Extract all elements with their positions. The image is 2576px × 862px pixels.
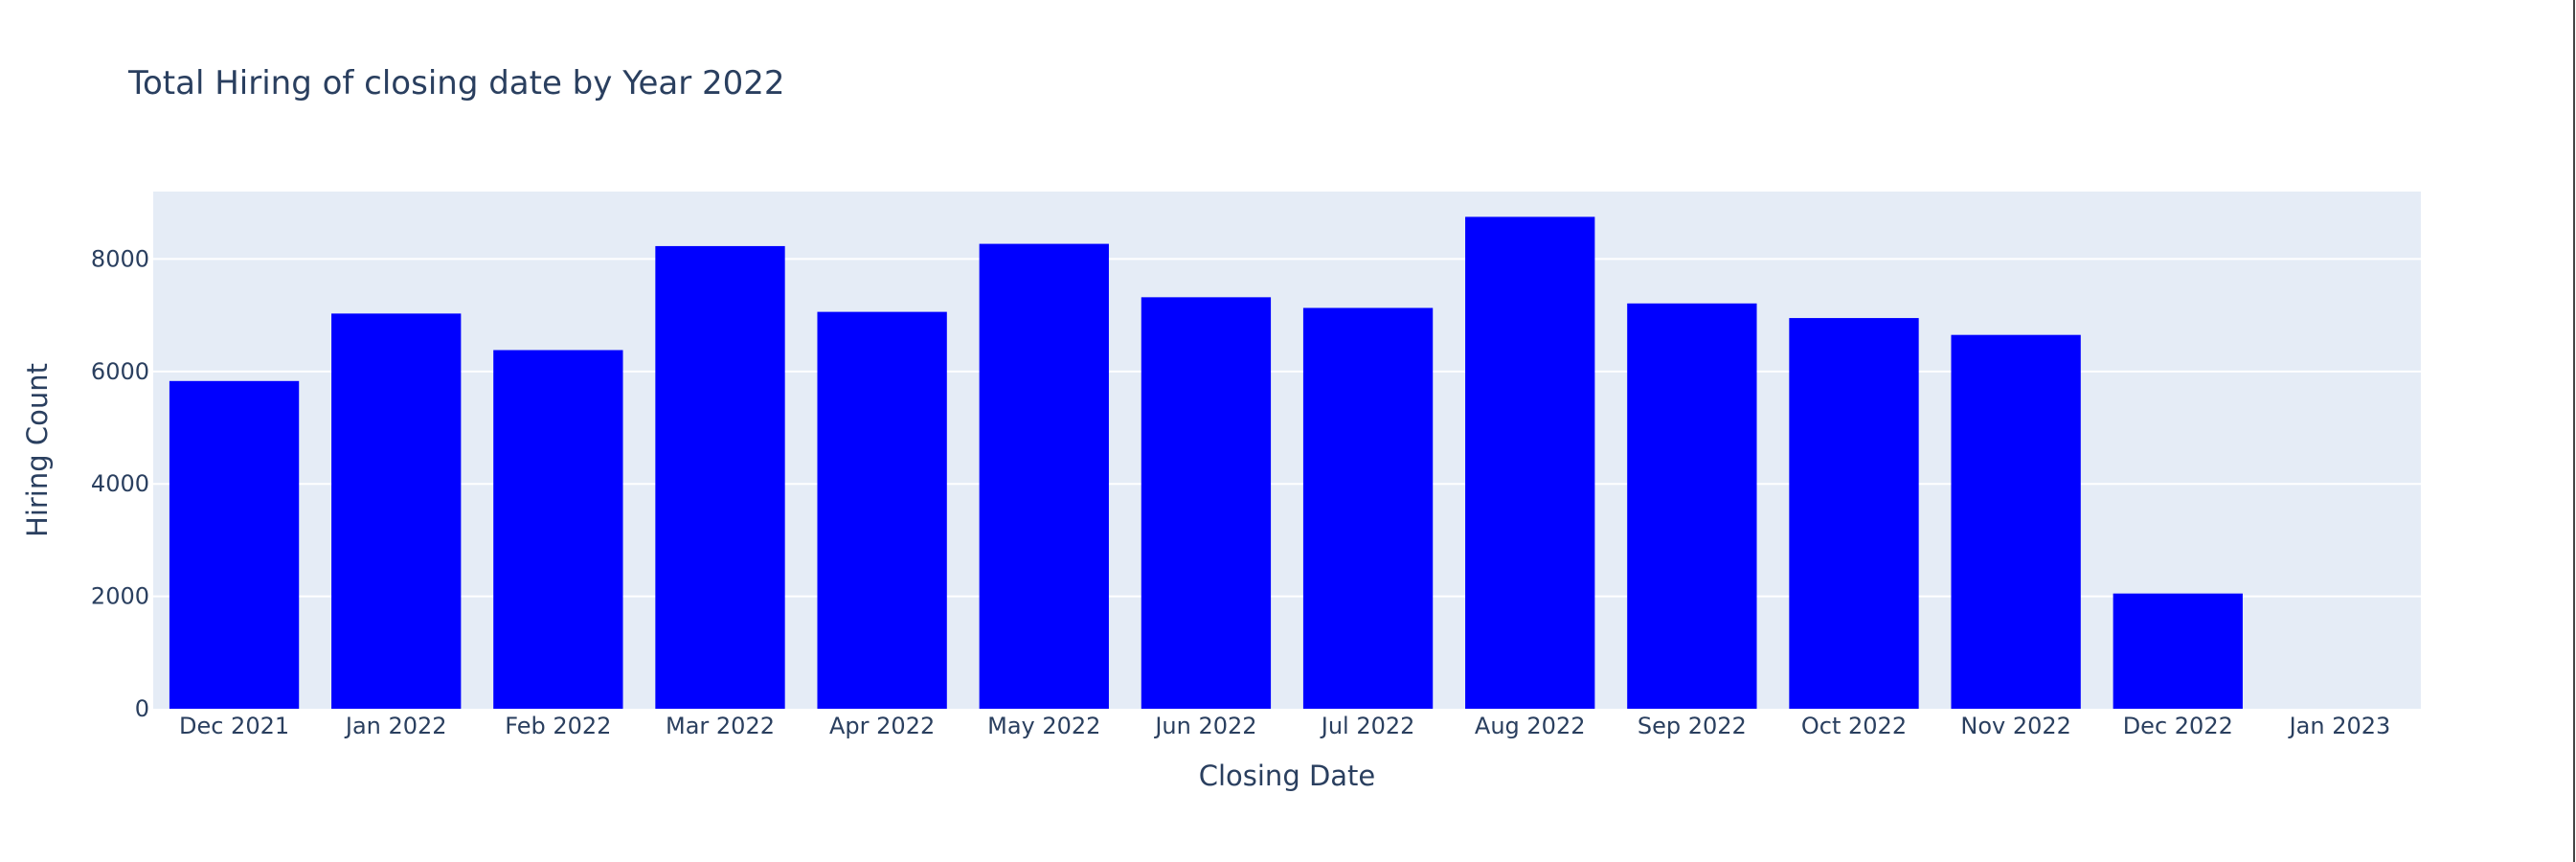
x-tick-label: Sep 2022 [1638, 713, 1747, 739]
bar[interactable] [1302, 307, 1434, 710]
x-tick-label: Jan 2022 [344, 713, 447, 739]
x-tick-labels: Dec 2021 Jan 2022 Feb 2022 Mar 2022 Apr 2022… [179, 713, 2390, 739]
y-tick-label: 6000 [91, 358, 149, 385]
bar[interactable] [1465, 216, 1595, 710]
x-tick-label: Feb 2022 [505, 713, 611, 739]
x-tick-label: Aug 2022 [1475, 713, 1586, 739]
y-tick-label: 2000 [91, 583, 149, 610]
y-tick-labels: 0 2000 4000 6000 8000 [91, 245, 149, 722]
y-axis-title: Hiring Count [21, 363, 54, 537]
bar[interactable] [493, 350, 623, 709]
y-tick-label: 4000 [91, 470, 149, 497]
x-tick-label: Dec 2021 [179, 713, 289, 739]
bar[interactable] [169, 380, 300, 709]
bar[interactable] [2113, 593, 2243, 709]
x-tick-label: Jun 2022 [1153, 713, 1256, 739]
bar[interactable] [1789, 318, 1919, 709]
bar[interactable] [1951, 334, 2081, 709]
bar[interactable] [655, 245, 785, 709]
bar[interactable] [1627, 303, 1757, 709]
x-tick-label: Nov 2022 [1960, 713, 2071, 739]
bar[interactable] [817, 311, 947, 709]
x-axis-title: Closing Date [1199, 760, 1376, 792]
x-tick-label: Jul 2022 [1320, 713, 1415, 739]
y-tick-label: 8000 [91, 245, 149, 272]
x-tick-label: May 2022 [987, 713, 1100, 739]
y-tick-label: 0 [135, 695, 149, 722]
x-tick-label: Jan 2023 [2288, 713, 2391, 739]
x-tick-label: Dec 2022 [2123, 713, 2233, 739]
bars [169, 216, 2243, 710]
x-tick-label: Apr 2022 [829, 713, 935, 739]
bar[interactable] [979, 243, 1109, 709]
x-tick-label: Mar 2022 [666, 713, 775, 739]
bar[interactable] [1141, 297, 1272, 709]
x-tick-label: Oct 2022 [1801, 713, 1907, 739]
chart-title: Total Hiring of closing date by Year 202… [127, 64, 785, 102]
bar[interactable] [331, 313, 462, 709]
